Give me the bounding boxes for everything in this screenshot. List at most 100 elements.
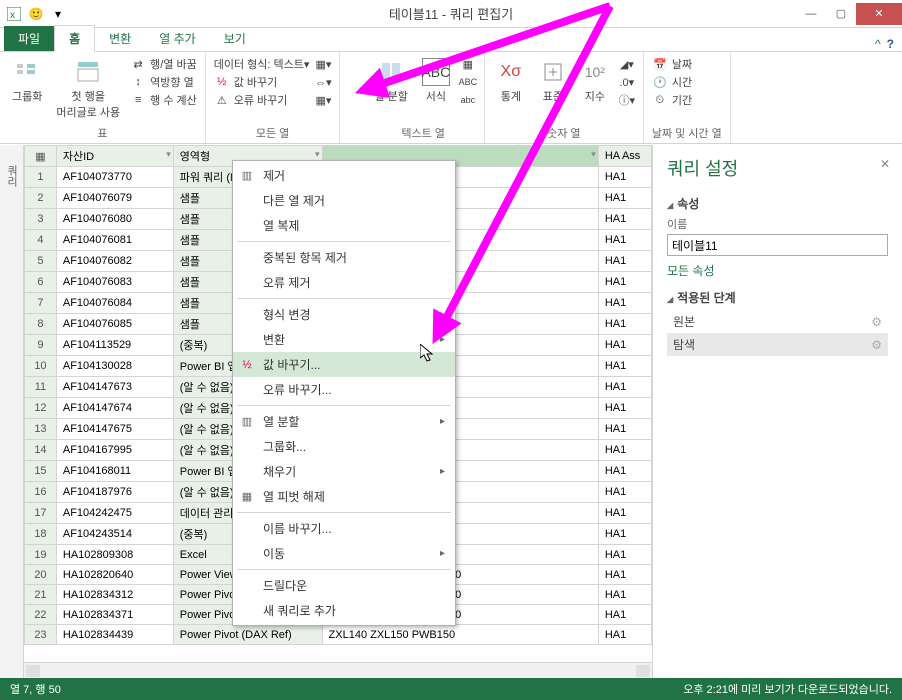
column-header-asset-id[interactable]: 자산ID▾	[56, 146, 173, 167]
row-number[interactable]: 11	[25, 377, 57, 398]
cell-ha[interactable]: HA1	[598, 565, 651, 585]
row-number[interactable]: 4	[25, 230, 57, 251]
transpose-button[interactable]: ⇄행/열 바꿈	[130, 56, 197, 72]
row-number[interactable]: 18	[25, 524, 57, 545]
cell-ha[interactable]: HA1	[598, 251, 651, 272]
row-number[interactable]: 5	[25, 251, 57, 272]
ctx-remove-others[interactable]: 다른 열 제거	[233, 188, 455, 213]
ctx-replace-errors[interactable]: 오류 바꾸기...	[233, 377, 455, 402]
ctx-rename[interactable]: 이름 바꾸기...	[233, 516, 455, 541]
row-number[interactable]: 16	[25, 482, 57, 503]
cell-asset-id[interactable]: AF104076083	[56, 272, 173, 293]
cell-asset-id[interactable]: AF104076081	[56, 230, 173, 251]
cell-ha[interactable]: HA1	[598, 335, 651, 356]
step-navigation[interactable]: 탐색⚙	[667, 333, 888, 356]
cell-asset-id[interactable]: HA102834371	[56, 605, 173, 625]
cell-asset-id[interactable]: AF104130028	[56, 356, 173, 377]
smiley-icon[interactable]: 🙂	[28, 6, 44, 22]
ctx-split-column[interactable]: ▥열 분할▸	[233, 409, 455, 434]
cell-ha[interactable]: HA1	[598, 398, 651, 419]
gear-icon[interactable]: ⚙	[871, 338, 882, 352]
information-button[interactable]: ⓘ▾	[619, 92, 635, 108]
cell-asset-id[interactable]: AF104076082	[56, 251, 173, 272]
cell-asset-id[interactable]: AF104168011	[56, 461, 173, 482]
cell-asset-id[interactable]: AF104073770	[56, 167, 173, 188]
maximize-button[interactable]: ▢	[826, 3, 856, 25]
cell-asset-id[interactable]: HA102809308	[56, 545, 173, 565]
row-number[interactable]: 7	[25, 293, 57, 314]
ctx-fill[interactable]: 채우기▸	[233, 459, 455, 484]
ctx-remove-errors[interactable]: 오류 제거	[233, 270, 455, 295]
tab-file[interactable]: 파일	[4, 26, 54, 51]
ctx-remove-duplicates[interactable]: 중복된 항목 제거	[233, 245, 455, 270]
row-number[interactable]: 9	[25, 335, 57, 356]
cell-asset-id[interactable]: AF104113529	[56, 335, 173, 356]
close-button[interactable]: ✕	[856, 3, 902, 25]
cell-asset-id[interactable]: AF104187976	[56, 482, 173, 503]
applied-steps-header[interactable]: 적용된 단계	[667, 289, 888, 306]
ctx-drilldown[interactable]: 드릴다운	[233, 573, 455, 598]
ctx-replace-values[interactable]: ½값 바꾸기...	[233, 352, 455, 377]
cell-ha[interactable]: HA1	[598, 419, 651, 440]
tab-view[interactable]: 보기	[210, 26, 260, 51]
row-number[interactable]: 1	[25, 167, 57, 188]
scientific-button[interactable]: 10² 지수	[577, 56, 613, 106]
extract-button[interactable]: ABC	[460, 74, 476, 90]
ctx-change-type[interactable]: 형식 변경▸	[233, 302, 455, 327]
ctx-group-by[interactable]: 그룹화...	[233, 434, 455, 459]
qat-dropdown-icon[interactable]: ▾	[50, 6, 66, 22]
step-source[interactable]: 원본⚙	[667, 310, 888, 333]
row-number[interactable]: 12	[25, 398, 57, 419]
cell-ha[interactable]: HA1	[598, 167, 651, 188]
cell-asset-id[interactable]: AF104147674	[56, 398, 173, 419]
datatype-button[interactable]: 데이터 형식: 텍스트▾	[214, 56, 310, 72]
help-icon[interactable]: ?	[887, 37, 894, 51]
cell-ha[interactable]: HA1	[598, 482, 651, 503]
gear-icon[interactable]: ⚙	[871, 315, 882, 329]
time-button[interactable]: 🕐시간	[652, 74, 692, 90]
cell-asset-id[interactable]: AF104167995	[56, 440, 173, 461]
replace-values-button[interactable]: ½값 바꾸기	[214, 74, 310, 90]
cell-ha[interactable]: HA1	[598, 461, 651, 482]
cell-ha[interactable]: HA1	[598, 356, 651, 377]
cell-asset-id[interactable]: AF104242475	[56, 503, 173, 524]
cell-ha[interactable]: HA1	[598, 585, 651, 605]
parse-button[interactable]: abc	[460, 92, 476, 108]
horizontal-scrollbar[interactable]	[24, 662, 652, 678]
split-column-button[interactable]: 열 분할	[370, 56, 411, 106]
trigonometry-button[interactable]: ◢▾	[619, 56, 635, 72]
merge-button[interactable]: ▦	[460, 56, 476, 72]
cell-asset-id[interactable]: AF104243514	[56, 524, 173, 545]
all-properties-link[interactable]: 모든 속성	[667, 262, 888, 279]
cell-ha[interactable]: HA1	[598, 209, 651, 230]
row-number[interactable]: 23	[25, 625, 57, 645]
cell-asset-id[interactable]: HA102834439	[56, 625, 173, 645]
move-button[interactable]: ⇔▾	[315, 74, 331, 90]
standard-button[interactable]: 표준	[535, 56, 571, 106]
tab-home[interactable]: 홈	[54, 25, 95, 52]
ctx-transform[interactable]: 변환▸	[233, 327, 455, 352]
statistics-button[interactable]: Xσ 통계	[493, 56, 529, 106]
row-number[interactable]: 8	[25, 314, 57, 335]
row-number[interactable]: 17	[25, 503, 57, 524]
cell-asset-id[interactable]: HA102834312	[56, 585, 173, 605]
cell-ha[interactable]: HA1	[598, 605, 651, 625]
row-number[interactable]: 13	[25, 419, 57, 440]
cell-ha[interactable]: HA1	[598, 503, 651, 524]
close-pane-button[interactable]: ✕	[880, 157, 890, 171]
cell-asset-id[interactable]: AF104076080	[56, 209, 173, 230]
cell-ha[interactable]: HA1	[598, 314, 651, 335]
cell-ha[interactable]: HA1	[598, 230, 651, 251]
replace-errors-button[interactable]: ⚠오류 바꾸기	[214, 92, 310, 108]
minimize-button[interactable]: —	[796, 3, 826, 25]
table-row[interactable]: 23HA102834439Power Pivot (DAX Ref)ZXL140…	[25, 625, 652, 645]
cell-ha[interactable]: HA1	[598, 377, 651, 398]
ctx-duplicate[interactable]: 열 복제	[233, 213, 455, 238]
cell-ha[interactable]: HA1	[598, 524, 651, 545]
row-number[interactable]: 20	[25, 565, 57, 585]
cell-asset-id[interactable]: AF104076079	[56, 188, 173, 209]
rounding-button[interactable]: .0▾	[619, 74, 635, 90]
filter-icon[interactable]: ▾	[166, 149, 171, 160]
cell-asset-id[interactable]: AF104076084	[56, 293, 173, 314]
filter-icon[interactable]: ▾	[591, 149, 596, 160]
